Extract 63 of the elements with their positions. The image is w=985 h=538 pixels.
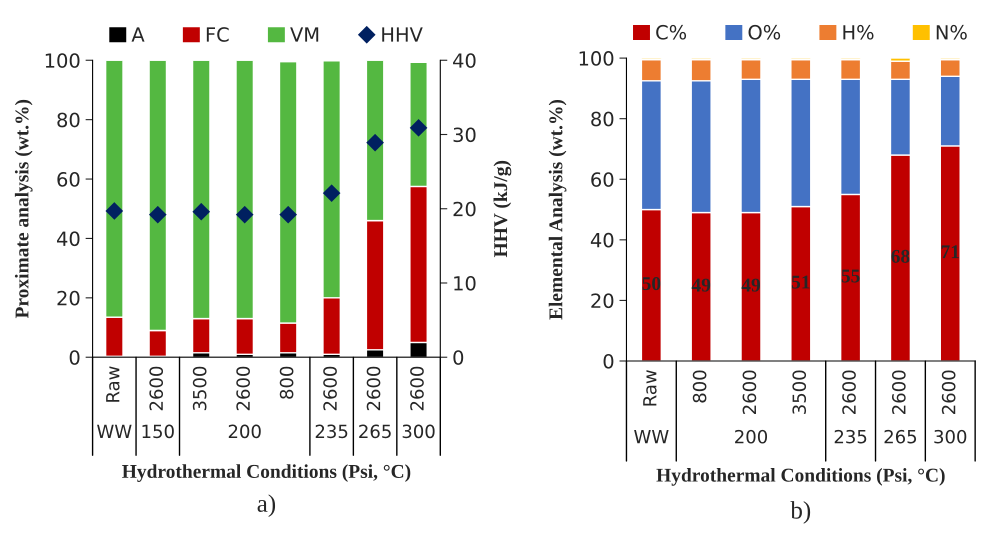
data-label: 68 [891,250,910,263]
y2-tick-label: 0 [453,350,464,365]
y-axis-title: Elemental Analysis (wt.%) [548,100,566,320]
x-tick-label: 2600 [892,370,906,414]
y-tick-label: 60 [591,172,614,187]
y-tick-label: 20 [591,293,614,308]
y-tick-label: 40 [56,231,80,246]
y-tick-label: 80 [57,112,80,128]
text: 235 [316,424,348,438]
y-tick-label: 100 [46,53,80,68]
x-tick-label: 2600 [149,366,164,410]
text: WW [634,430,669,444]
text: 200 [735,430,768,444]
y2-tick-label: 10 [454,276,476,291]
x-tick-label: 2600 [842,370,856,414]
y2-tick-label: 30 [454,127,476,142]
x-axis-title: Hydrothermal Conditions (Psi, °C) [122,464,410,482]
x-tick-label: 2600 [942,370,956,414]
text: 300 [934,430,966,444]
x-tick-label: 800 [280,366,294,399]
x-tick-label: 3500 [192,366,206,410]
y-tick-label: 0 [70,350,80,365]
legend-label: H% [843,24,874,40]
legend-label: O% [748,24,780,40]
x-tick-label: 800 [692,370,706,403]
text: 265 [884,430,916,444]
text: b) [790,501,810,524]
x-tick-label: 2600 [323,366,337,410]
legend-label: FC [206,27,229,42]
legend-label: C% [656,24,686,40]
data-label: 71 [942,245,959,258]
y-tick-label: 80 [591,112,614,126]
y2-tick-label: 40 [453,53,476,68]
y-tick-label: 40 [590,232,614,248]
y-axis-title: Proximate analysis (wt.%) [14,100,33,318]
data-label: 51 [792,276,810,289]
legend-label: HHV [382,27,423,42]
x-axis-title: Hydrothermal Conditions (Psi, °C) [656,468,945,486]
text: 235 [834,430,866,444]
x-tick-label: Raw [106,366,120,402]
x-tick-label: 2600 [742,370,756,414]
x-tick-label: Raw [643,370,657,406]
legend-label: N% [936,24,967,40]
text: 200 [228,424,261,438]
x-tick-label: 3500 [792,370,806,414]
y-tick-label: 60 [57,172,80,187]
y-tick-label: 100 [580,51,614,66]
text: WW [97,424,132,438]
x-tick-label: 2600 [410,366,424,410]
legend-label: A [132,27,145,42]
data-label: 50 [642,277,660,290]
legend-label: VM [290,27,318,42]
x-tick-label: 2600 [366,366,380,410]
text: 150 [142,424,174,438]
text: 300 [402,424,435,438]
y-tick-label: 20 [57,290,80,306]
text: a) [258,494,276,518]
y2-axis-title: HHV (kJ/g) [494,160,512,258]
data-label: 55 [842,270,860,283]
x-tick-label: 2600 [236,366,250,410]
y2-tick-label: 20 [454,202,476,216]
text: 265 [359,424,391,438]
y-tick-label: 0 [604,354,614,369]
